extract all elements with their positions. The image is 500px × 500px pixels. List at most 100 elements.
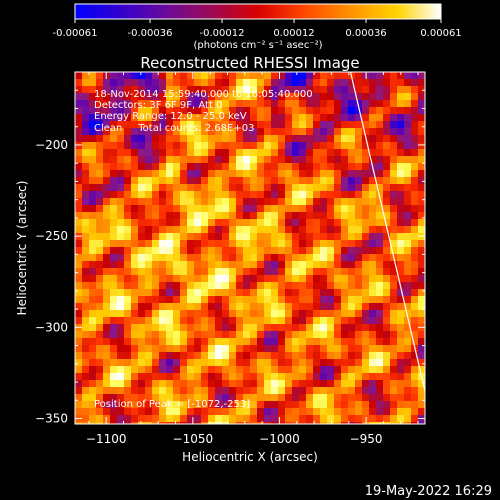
heatmap-cell: [383, 303, 391, 311]
heatmap-cell: [173, 205, 181, 213]
heatmap-cell: [124, 93, 132, 101]
heatmap-cell: [292, 352, 300, 360]
heatmap-cell: [320, 380, 328, 388]
heatmap-cell: [320, 93, 328, 101]
heatmap-cell: [327, 317, 335, 325]
heatmap-cell: [180, 352, 188, 360]
heatmap-cell: [180, 184, 188, 192]
heatmap-cell: [229, 226, 237, 234]
heatmap-cell: [166, 205, 174, 213]
heatmap-cell: [355, 380, 363, 388]
heatmap-cell: [362, 226, 370, 234]
peak-position-label: Position of Peak = [-1072,-253]: [94, 399, 250, 410]
heatmap-cell: [222, 107, 230, 115]
heatmap-cell: [362, 240, 370, 248]
heatmap-cell: [215, 184, 223, 192]
heatmap-cell: [418, 191, 425, 199]
heatmap-cell: [89, 338, 97, 346]
heatmap-cell: [320, 198, 328, 206]
heatmap-cell: [75, 303, 83, 311]
heatmap-cell: [369, 128, 377, 136]
heatmap-cell: [411, 415, 419, 423]
heatmap-cell: [117, 191, 125, 199]
heatmap-cell: [131, 352, 139, 360]
heatmap-cell: [117, 345, 125, 353]
heatmap-cell: [292, 142, 300, 150]
heatmap-cell: [355, 289, 363, 297]
heatmap-cell: [390, 114, 398, 122]
heatmap-cell: [103, 212, 111, 220]
heatmap-cell: [250, 331, 258, 339]
heatmap-cell: [383, 170, 391, 178]
heatmap-cell: [418, 317, 425, 325]
heatmap-cell: [348, 93, 356, 101]
heatmap-cell: [383, 352, 391, 360]
heatmap-cell: [82, 331, 90, 339]
heatmap-cell: [131, 86, 139, 94]
heatmap-cell: [271, 93, 279, 101]
heatmap-cell: [131, 212, 139, 220]
heatmap-cell: [173, 86, 181, 94]
heatmap-cell: [208, 310, 216, 318]
heatmap-cell: [208, 331, 216, 339]
heatmap-cell: [404, 79, 412, 87]
heatmap-cell: [285, 121, 293, 129]
heatmap-cell: [278, 205, 286, 213]
heatmap-cell: [110, 352, 118, 360]
heatmap-cell: [152, 184, 160, 192]
heatmap-cell: [250, 352, 258, 360]
heatmap-cell: [264, 170, 272, 178]
heatmap-cell: [243, 128, 251, 136]
heatmap-cell: [145, 135, 153, 143]
heatmap-cell: [159, 366, 167, 374]
heatmap-cell: [243, 156, 251, 164]
heatmap-cell: [250, 191, 258, 199]
heatmap-cell: [327, 359, 335, 367]
heatmap-cell: [103, 177, 111, 185]
heatmap-cell: [292, 380, 300, 388]
heatmap-cell: [320, 282, 328, 290]
heatmap-cell: [264, 331, 272, 339]
heatmap-cell: [82, 380, 90, 388]
heatmap-cell: [257, 219, 265, 227]
heatmap-cell: [173, 72, 181, 80]
heatmap-cell: [222, 268, 230, 276]
heatmap-cell: [173, 408, 181, 416]
heatmap-cell: [397, 191, 405, 199]
heatmap-cell: [236, 72, 244, 80]
heatmap-cell: [152, 408, 160, 416]
heatmap-cell: [236, 282, 244, 290]
heatmap-cell: [82, 191, 90, 199]
heatmap-cell: [285, 219, 293, 227]
heatmap-cell: [411, 352, 419, 360]
heatmap-cell: [334, 114, 342, 122]
heatmap-cell: [145, 93, 153, 101]
heatmap-cell: [348, 345, 356, 353]
heatmap-cell: [320, 100, 328, 108]
heatmap-cell: [215, 296, 223, 304]
heatmap-cell: [341, 205, 349, 213]
heatmap-cell: [348, 233, 356, 241]
heatmap-cell: [82, 268, 90, 276]
heatmap-cell: [138, 86, 146, 94]
heatmap-cell: [82, 394, 90, 402]
heatmap-cell: [299, 170, 307, 178]
heatmap-cell: [327, 191, 335, 199]
heatmap-cell: [103, 163, 111, 171]
heatmap-cell: [152, 100, 160, 108]
heatmap-cell: [285, 142, 293, 150]
heatmap-cell: [404, 226, 412, 234]
heatmap-cell: [250, 268, 258, 276]
heatmap-cell: [362, 128, 370, 136]
heatmap-cell: [362, 93, 370, 101]
heatmap-cell: [404, 212, 412, 220]
heatmap-cell: [201, 170, 209, 178]
heatmap-cell: [327, 247, 335, 255]
heatmap-cell: [82, 324, 90, 332]
heatmap-cell: [278, 275, 286, 283]
heatmap-cell: [75, 408, 83, 416]
heatmap-cell: [222, 296, 230, 304]
heatmap-cell: [390, 107, 398, 115]
heatmap-cell: [250, 114, 258, 122]
heatmap-cell: [222, 422, 230, 424]
